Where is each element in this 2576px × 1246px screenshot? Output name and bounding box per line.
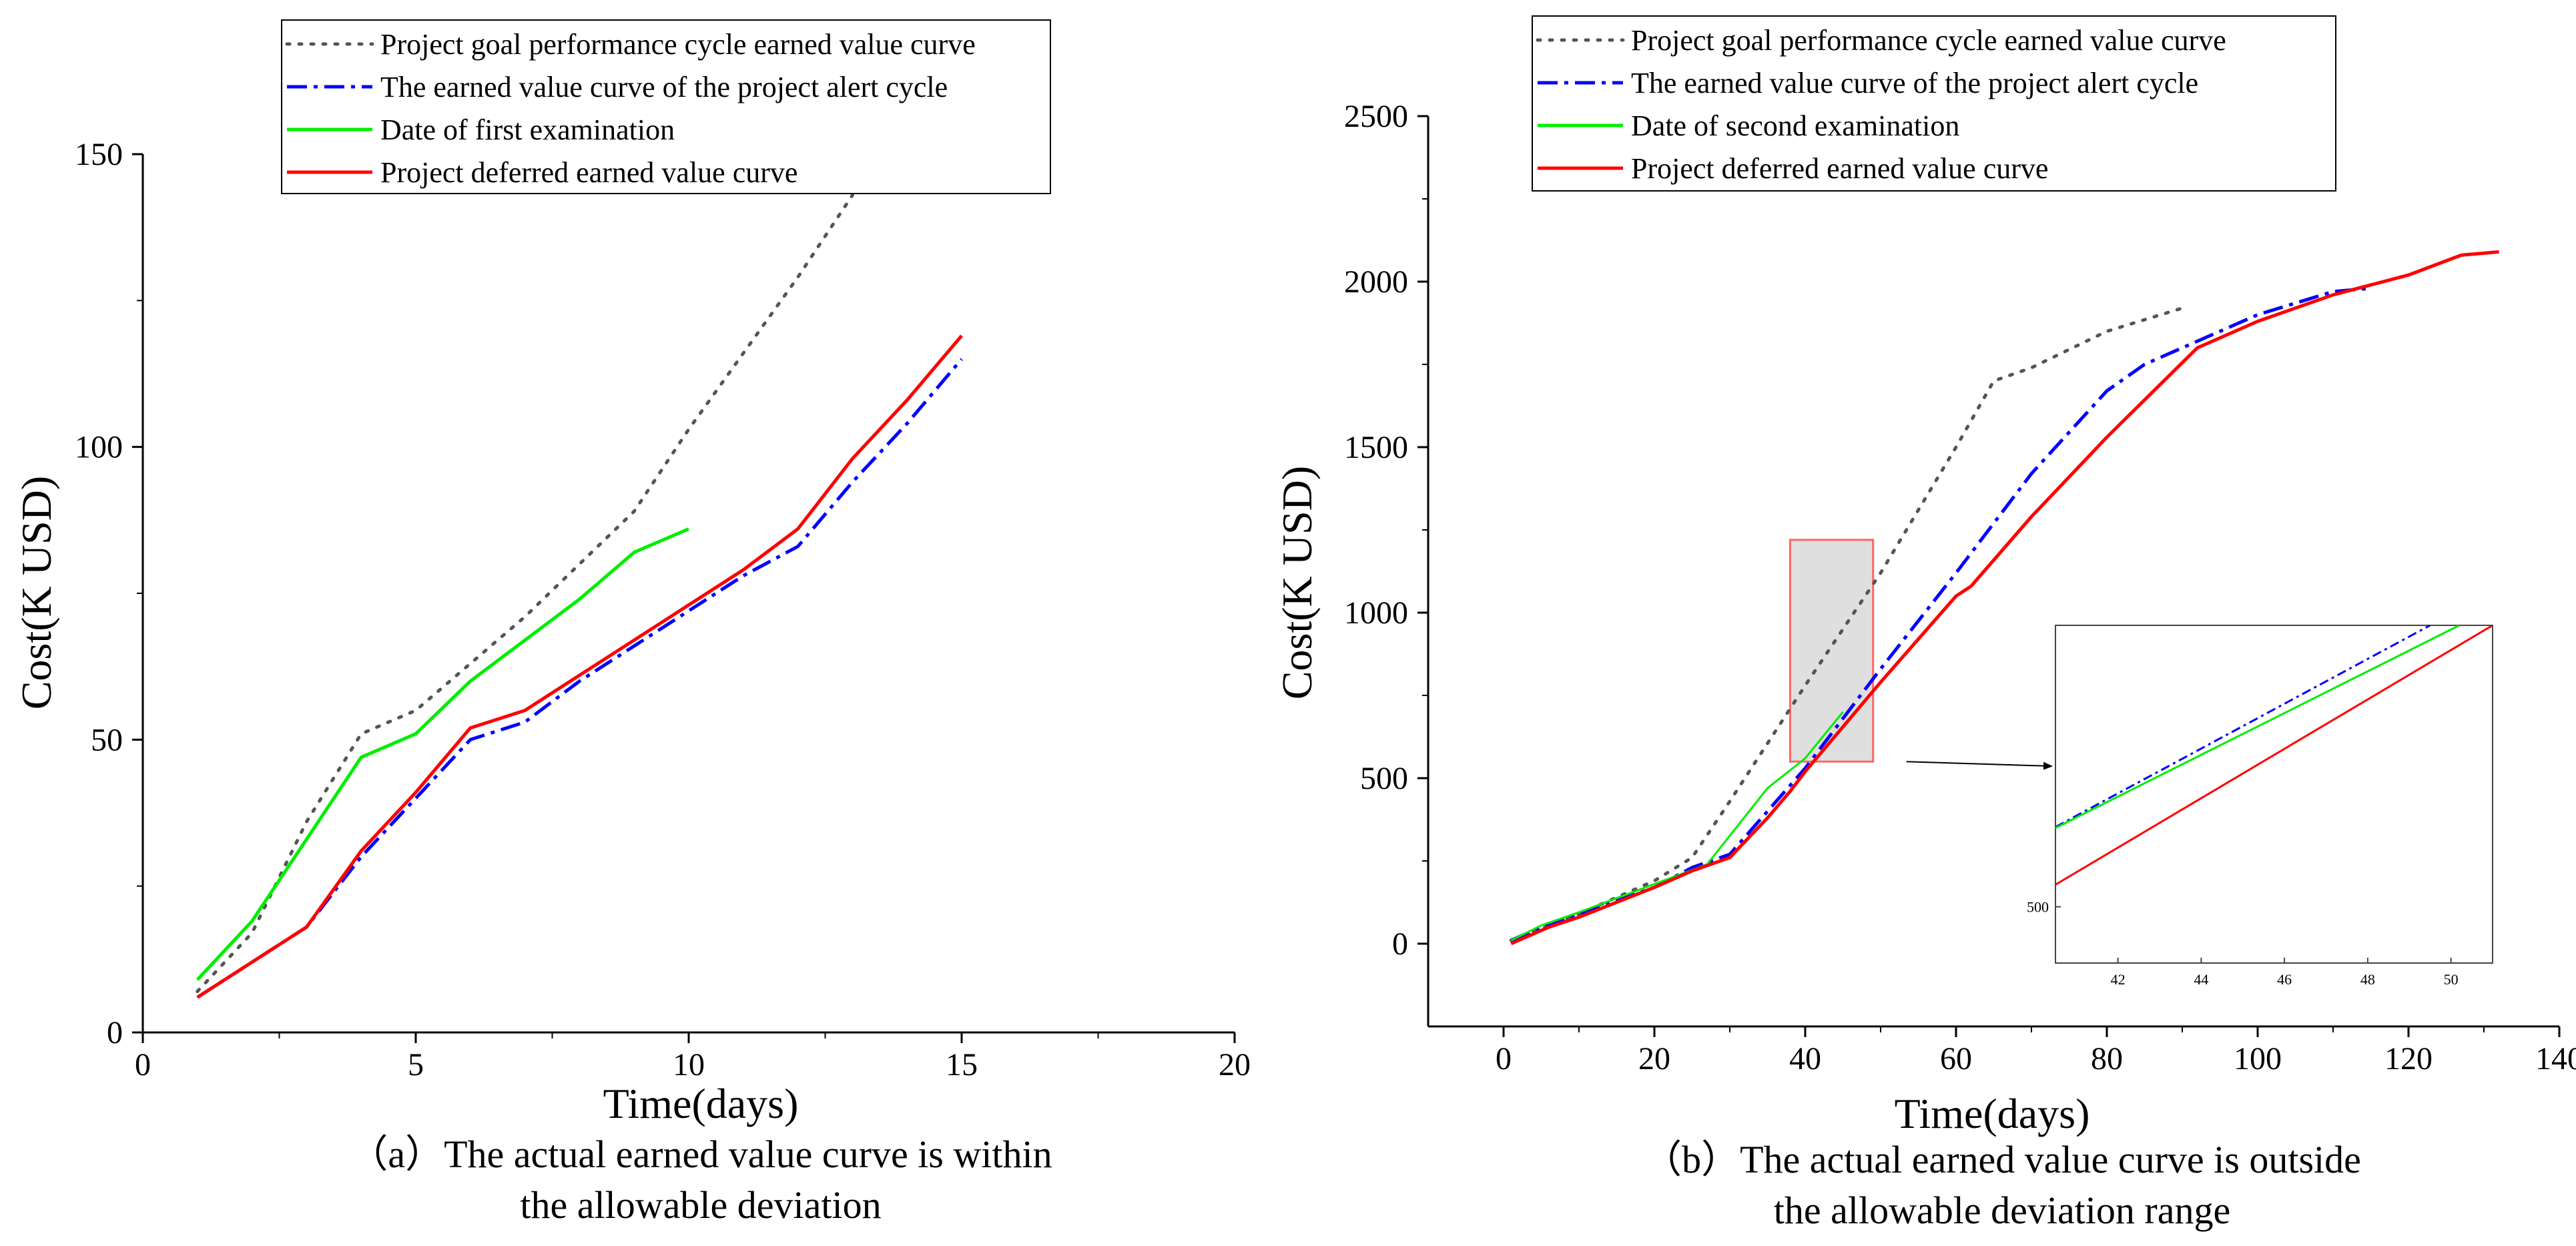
chart-b-zoom-arrow (1906, 761, 2053, 770)
chart-b-inset-x-tick-label: 48 (2360, 971, 2375, 988)
chart-b-caption: （b）The actual earned value curve is outs… (1502, 1135, 2503, 1236)
chart-a-series-deferred (196, 334, 963, 999)
chart-a-y-tick-label: 50 (91, 722, 123, 757)
chart-a-x-tick-label: 10 (673, 1047, 705, 1082)
chart-b-x-tick-label: 120 (2384, 1041, 2433, 1076)
chart-b-series-deferred (1510, 250, 2499, 946)
chart-a-series-exam (196, 527, 689, 981)
chart-b-inset-frame (2055, 625, 2493, 964)
chart-b-x-tick-label: 0 (1496, 1041, 1512, 1076)
chart-a-legend-label-alert: The earned value curve of the project al… (380, 71, 948, 103)
chart-a: 0 5 10 15 20 0 50 100 150 Project goal performanc… (75, 19, 1251, 1082)
chart-a-legend-label-goal: Project goal performance cycle earned va… (380, 28, 976, 61)
chart-b-caption-line2: the allowable deviation range (1773, 1189, 2231, 1232)
chart-b-inset-x-tick-label: 44 (2194, 971, 2208, 988)
chart-b-x-axis-title: Time(days) (1895, 1090, 2090, 1137)
chart-b-inset-series-group (2055, 625, 2493, 886)
chart-b-legend-label-deferred: Project deferred earned value curve (1631, 152, 2048, 185)
chart-b-inset-series-deferred (2055, 625, 2493, 886)
chart-b-y-tick-label: 1500 (1344, 430, 1408, 465)
chart-b-inset-x-tick-label: 50 (2444, 971, 2459, 988)
chart-b-inset-x-tick-label: 46 (2277, 971, 2292, 988)
chart-a-x-tick-label: 20 (1219, 1047, 1251, 1082)
chart-a-legend-label-deferred: Project deferred earned value curve (380, 156, 797, 189)
chart-b-legend-label-goal: Project goal performance cycle earned va… (1631, 24, 2226, 57)
chart-a-legend-box (281, 19, 1051, 194)
chart-a-x-tick-label: 5 (408, 1047, 424, 1082)
chart-b-inset-series-alert (2055, 625, 2431, 828)
chart-a-x-axis-title: Time(days) (603, 1080, 799, 1127)
chart-b-x-tick-label: 60 (1940, 1041, 1972, 1076)
chart-b-inset-series-exam (2055, 625, 2460, 829)
chart-b-y-tick-label: 1000 (1344, 595, 1408, 631)
chart-a-series-group (196, 193, 963, 999)
chart-b-y-tick-label: 500 (1360, 761, 1408, 796)
chart-b: 0 20 40 60 80 100 120 140 0 500 1000 1500 2000 2500 Pr… (1344, 15, 2576, 1076)
axis-titles: Time(days) Time(days) Cost(K USD) Cost(K… (13, 466, 2089, 1137)
chart-b-inset-y-tick-label: 500 (2027, 899, 2049, 916)
chart-a-y-tick-label: 150 (75, 137, 123, 172)
chart-a-series-alert (196, 358, 963, 999)
chart-a-y-tick-label: 100 (75, 430, 123, 465)
chart-a-series-goal (196, 193, 854, 994)
chart-b-legend-label-exam: Date of second examination (1631, 109, 1959, 142)
chart-a-caption-line2: the allowable deviation (520, 1183, 882, 1227)
chart-b-y-tick-label: 2500 (1344, 99, 1408, 134)
chart-a-x-tick-label: 0 (135, 1047, 151, 1082)
chart-a-caption: （a）The actual earned value curve is with… (200, 1129, 1201, 1231)
chart-b-caption-line1: （b）The actual earned value curve is outs… (1643, 1138, 2361, 1181)
chart-a-caption-line1: （a）The actual earned value curve is with… (349, 1133, 1052, 1176)
chart-b-x-tick-label: 100 (2234, 1041, 2282, 1076)
chart-a-y-axis-title: Cost(K USD) (13, 476, 60, 709)
chart-b-y-tick-label: 2000 (1344, 264, 1408, 300)
chart-b-y-tick-label: 0 (1392, 926, 1408, 962)
chart-b-series-goal (1509, 306, 2184, 942)
chart-b-x-tick-label: 20 (1638, 1041, 1670, 1076)
chart-b-inset-x-tick-label: 42 (2111, 971, 2126, 988)
chart-b-x-tick-label: 140 (2535, 1041, 2576, 1076)
chart-b-series-group (1509, 250, 2499, 946)
chart-b-x-tick-label: 40 (1789, 1041, 1821, 1076)
chart-b-x-tick-label: 80 (2091, 1041, 2123, 1076)
chart-a-x-tick-label: 15 (946, 1047, 978, 1082)
chart-a-legend-label-exam: Date of first examination (380, 113, 675, 146)
chart-b-zoom-region (1789, 539, 1875, 763)
chart-b-y-axis-title: Cost(K USD) (1273, 466, 1321, 699)
chart-a-y-tick-label: 0 (107, 1015, 123, 1050)
chart-b-legend-label-alert: The earned value curve of the project al… (1631, 67, 2198, 99)
chart-b-legend-box (1532, 15, 2336, 192)
